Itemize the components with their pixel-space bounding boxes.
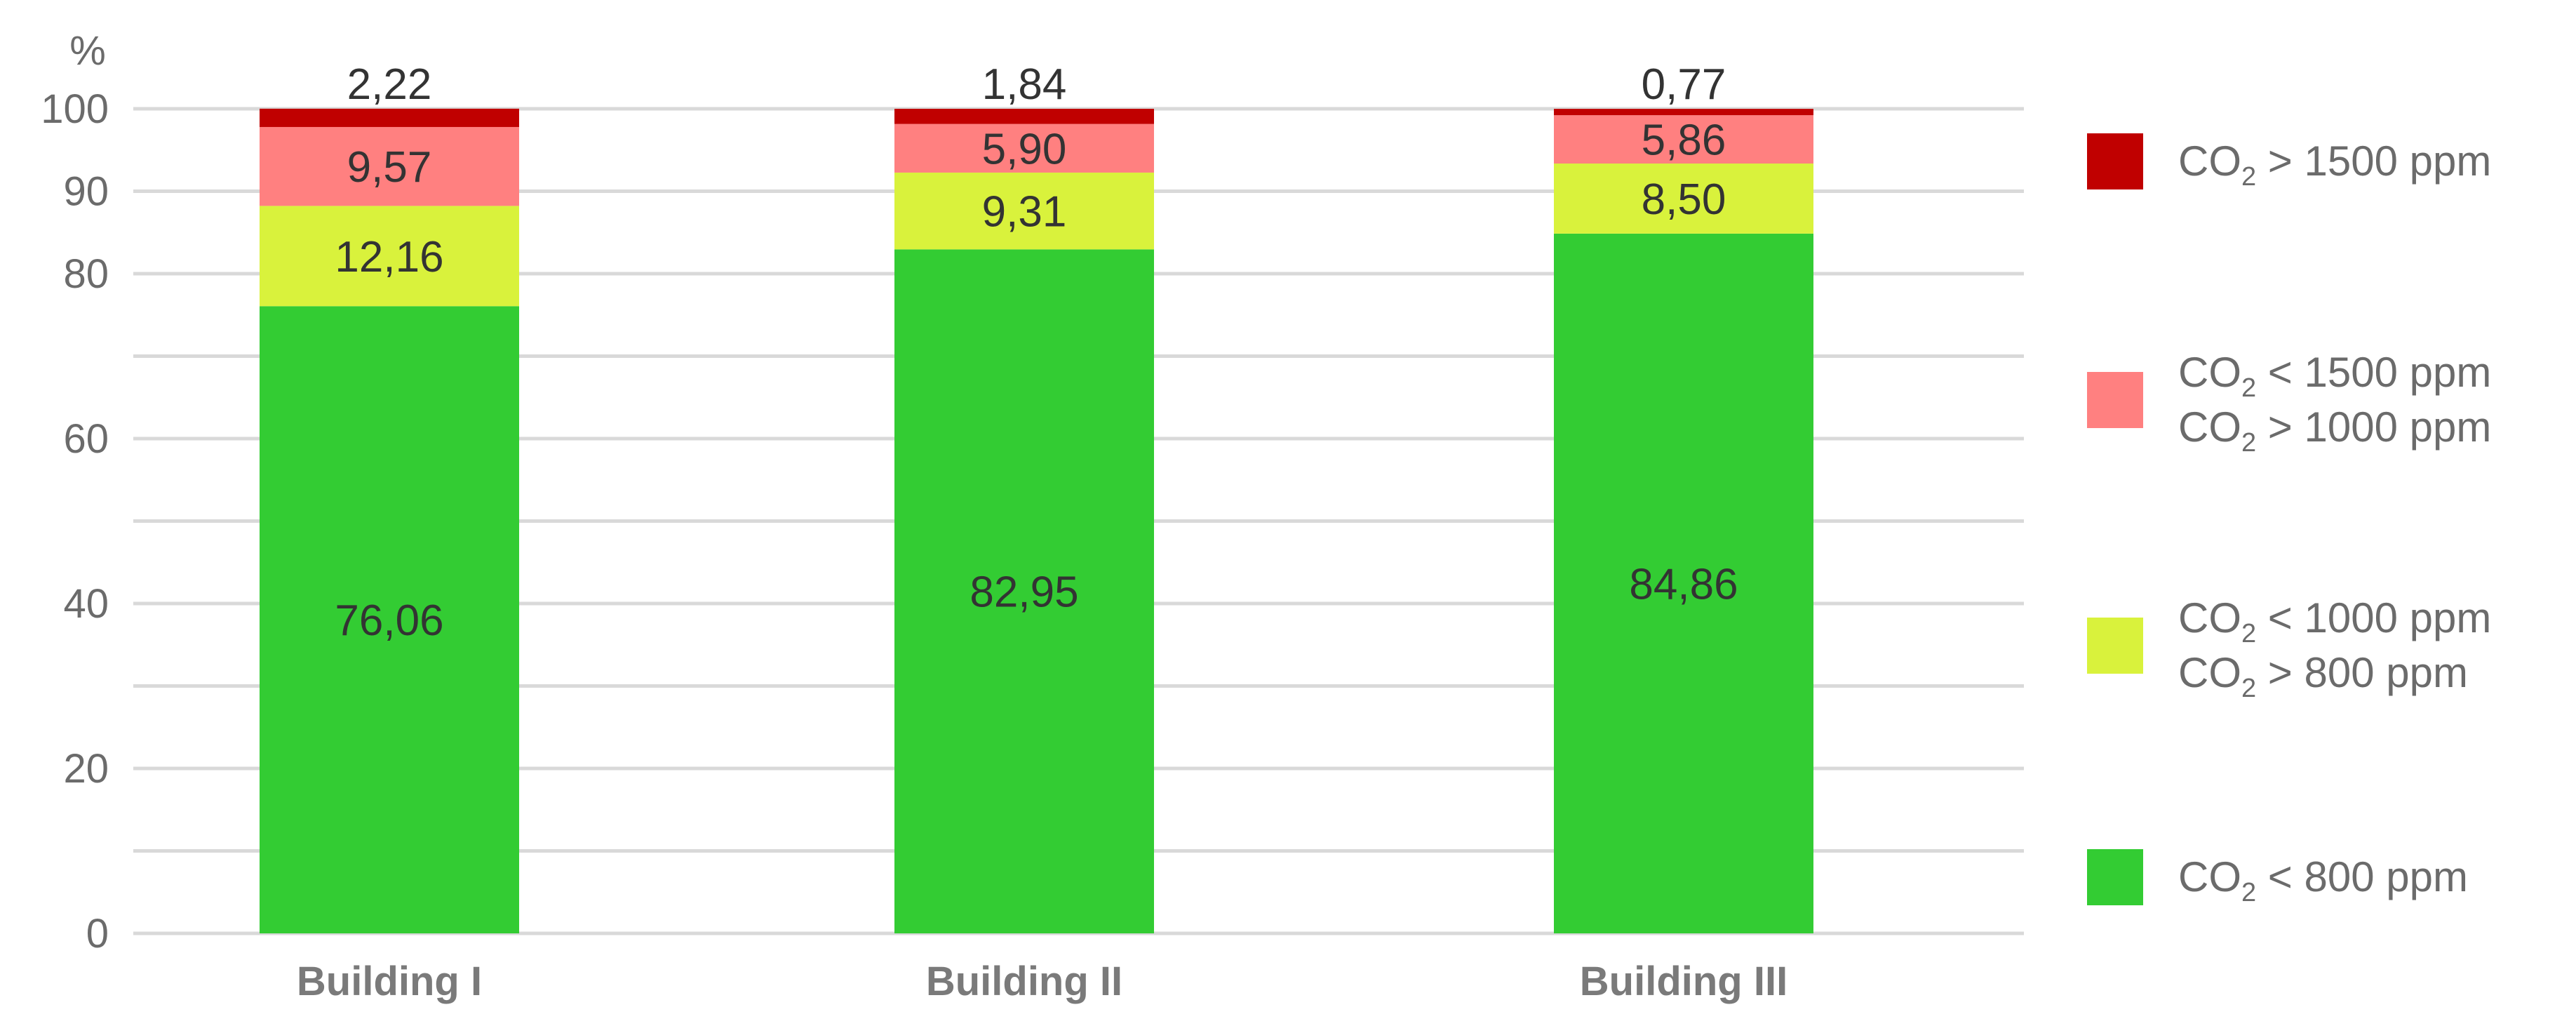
y-tick-label: 80 [63,251,109,297]
x-axis: Building I Building II Building III [297,959,1787,1004]
data-label: 12,16 [335,233,443,281]
data-label: 9,57 [347,143,432,192]
bar-segment-s1000 [894,172,1154,250]
y-axis: 0 20 40 60 80 90 100 [41,86,109,957]
legend-label-s800: CO2 < 800 ppm [2178,853,2468,907]
data-label: 76,06 [335,597,443,645]
data-label: 2,22 [347,60,432,109]
legend-swatch-s800 [2087,849,2143,905]
data-label: 1,84 [982,60,1067,109]
data-label: 0,77 [1642,60,1726,109]
y-tick-label: 40 [63,581,109,627]
data-label: 84,86 [1629,560,1738,608]
x-category-label: Building III [1580,959,1787,1004]
legend-label-sover: CO2 > 1500 ppm [2178,138,2491,192]
bar-segment-s800 [260,306,519,933]
bar-segment-s1500 [1554,115,1813,164]
y-axis-unit-label: % [69,28,106,74]
data-label: 82,95 [970,568,1078,617]
data-label: 5,86 [1642,116,1726,165]
bar-segment-s1500 [894,124,1154,173]
legend-label-s1500: CO2 > 1000 ppm [2178,404,2491,458]
x-category-label: Building I [297,959,482,1004]
bar-segment-sover [894,109,1154,124]
x-category-label: Building II [926,959,1122,1004]
y-tick-label: 20 [63,746,109,792]
legend-swatch-s1000 [2087,618,2143,674]
data-label: 5,90 [982,125,1067,173]
legend-swatch-sover [2087,133,2143,189]
bar-segment-s1500 [260,126,519,206]
y-tick-label: 100 [41,86,109,132]
bar-segment-s800 [1554,233,1813,933]
y-tick-label: 60 [63,416,109,462]
data-label: 9,31 [982,188,1067,236]
bar-segment-s1000 [1554,164,1813,234]
bar-segment-s1000 [260,206,519,307]
legend-label-s1500: CO2 < 1500 ppm [2178,349,2491,403]
bars: 76,06 12,16 9,57 2,22 82,95 9,31 5,90 1,84 84,86… [260,60,1813,933]
legend-swatch-s1500 [2087,372,2143,428]
legend-label-s1000: CO2 > 800 ppm [2178,649,2468,703]
data-label: 8,50 [1642,175,1726,224]
bar-segment-sover [1554,109,1813,116]
bar-segment-s800 [894,249,1154,933]
y-tick-label: 0 [86,911,109,957]
y-tick-label: 90 [63,169,109,215]
bar-segment-sover [260,108,519,127]
legend-label-s1000: CO2 < 1000 ppm [2178,594,2491,648]
